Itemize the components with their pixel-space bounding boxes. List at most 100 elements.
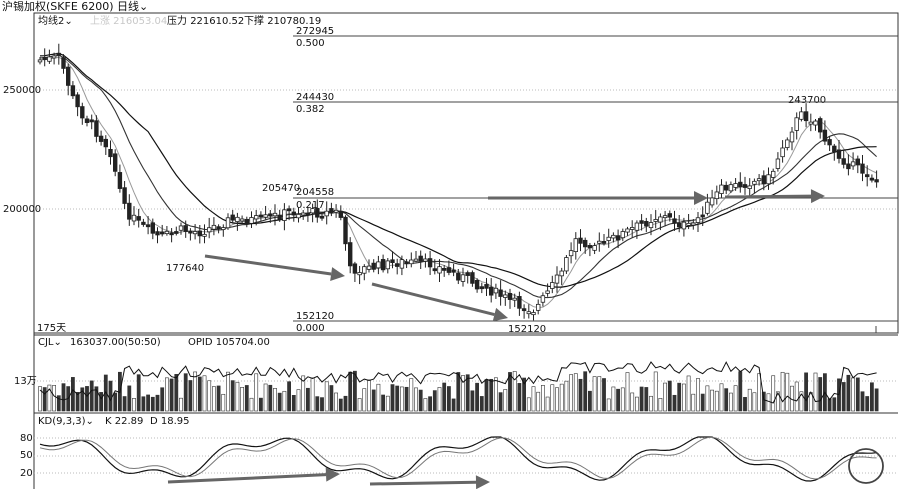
candle-body [662, 215, 668, 219]
candle-body [625, 228, 630, 233]
volume-bar [569, 374, 574, 412]
trend-arrow-head [325, 467, 340, 482]
candle-body [235, 216, 240, 222]
volume-bar [423, 398, 428, 412]
price-tick-200000: 200000 [3, 204, 42, 215]
candle-body [380, 259, 386, 271]
candle-body [84, 118, 90, 123]
volume-bar [550, 384, 555, 412]
volume-bar [827, 398, 832, 412]
security-title[interactable]: 沪锡加权(SKFE 6200) [2, 0, 114, 13]
volume-bar [343, 395, 348, 412]
trend-arrow-shaft [369, 480, 477, 486]
volume-bar [418, 389, 423, 412]
volume-bar [432, 390, 437, 412]
candle-body [658, 216, 663, 223]
volume-bar [869, 382, 874, 412]
volume-bar [352, 370, 357, 412]
candle-body [766, 174, 771, 185]
volume-bar [743, 397, 747, 412]
candle-body [836, 149, 842, 159]
candle-body [747, 185, 752, 189]
candle-body [493, 287, 499, 294]
kd-d-line [39, 436, 877, 480]
volume-bar [183, 373, 188, 412]
candle-body [61, 57, 66, 69]
volume-bar [517, 383, 522, 412]
candle-body [554, 274, 560, 284]
candle-body [578, 237, 583, 244]
volume-bar [174, 374, 179, 412]
candle-body [503, 294, 508, 298]
trend-arrow-shaft [167, 473, 327, 484]
candle-body [479, 286, 484, 290]
candle-body [94, 120, 99, 137]
volume-bar [287, 381, 292, 412]
volume-bar [780, 371, 785, 412]
volume-bar [61, 383, 66, 412]
volume-bar [851, 377, 856, 412]
candle-body [188, 230, 193, 234]
candle-body [192, 231, 198, 235]
candle-body [385, 260, 390, 270]
candle-body [470, 272, 475, 284]
candle-body [653, 219, 658, 222]
volume-bar [404, 386, 409, 412]
volume-bar [714, 390, 719, 412]
candle-body [568, 250, 574, 257]
fib-price-label: 152120 [296, 311, 335, 322]
candle-body [719, 184, 724, 194]
kd-indicator-selector[interactable]: KD(9,3,3)⌄ [38, 416, 94, 427]
candle-body [865, 174, 870, 178]
volume-bar [616, 388, 621, 412]
candle-body [366, 265, 372, 270]
candle-body [277, 214, 282, 220]
volume-bar [681, 383, 686, 412]
volume-bar [193, 371, 198, 412]
candle-body [75, 94, 80, 108]
candle-body [263, 214, 268, 218]
candle-body [239, 218, 245, 222]
candle-body [268, 213, 273, 217]
volume-bar [512, 371, 517, 412]
candle-body [174, 231, 179, 234]
volume-bar [310, 377, 315, 412]
candle-body [822, 129, 828, 142]
volume-indicator-selector[interactable]: CJL⌄ [38, 337, 62, 348]
volume-bar [865, 396, 870, 412]
volume-bar [564, 380, 569, 412]
volume-bar [602, 378, 606, 412]
volume-bar [625, 372, 630, 412]
volume-bar [804, 372, 809, 412]
kd-lines [39, 436, 877, 482]
candle-body [352, 263, 358, 274]
candle-body [813, 120, 818, 126]
candle-body [752, 180, 757, 185]
candle-body [230, 214, 235, 221]
volume-bar [52, 385, 57, 412]
volume-bar [634, 396, 639, 412]
candle-body [756, 178, 762, 182]
volume-bar [672, 394, 677, 412]
candle-body [80, 106, 85, 119]
chevron-down-icon: ⌄ [64, 16, 73, 27]
volume-bar [179, 397, 183, 412]
trend-arrow-head [694, 191, 708, 205]
indicator-selector[interactable]: 均线2⌄ [38, 16, 73, 27]
candle-body [253, 215, 259, 220]
volume-bar [268, 384, 273, 412]
volume-bar [385, 395, 390, 412]
volume-bar [757, 373, 762, 412]
ma-line-long [39, 52, 877, 288]
candle-body [66, 66, 71, 86]
candle-body [42, 56, 47, 60]
volume-bar [395, 385, 400, 412]
candle-body [460, 274, 466, 282]
period-selector[interactable]: 日线⌄ [117, 1, 148, 12]
volume-bar [99, 392, 104, 412]
support-readout: 下撑 210780.19 [244, 16, 322, 27]
volume-bar [503, 389, 508, 412]
volume-bar [649, 395, 653, 412]
trend-arrow-shaft [371, 282, 495, 317]
